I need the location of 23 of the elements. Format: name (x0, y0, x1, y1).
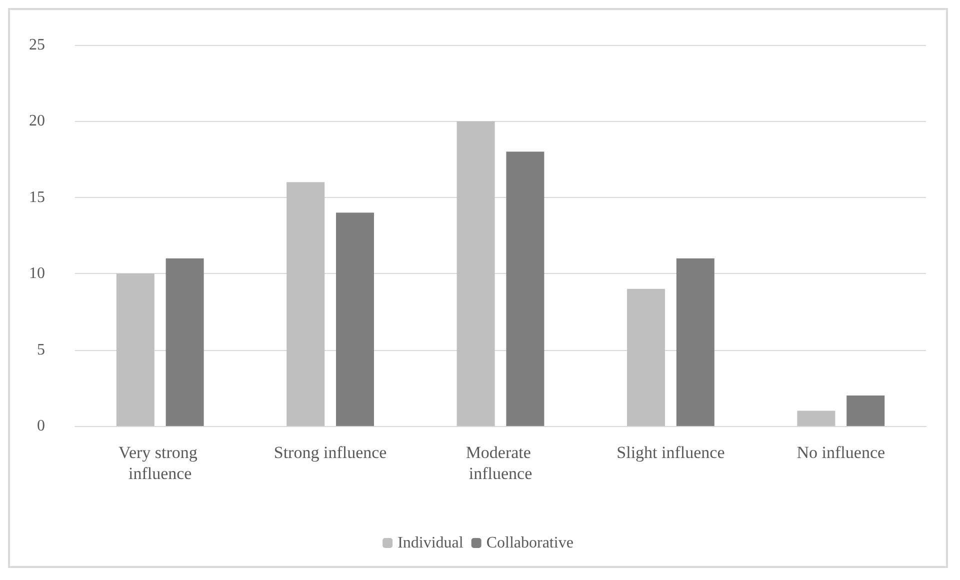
bar (456, 121, 495, 426)
bar (846, 396, 885, 426)
x-tick-label: Strong influence (274, 443, 387, 462)
y-tick-label: 15 (29, 188, 45, 206)
x-tick-label: Moderate influence (466, 443, 536, 483)
bar (627, 288, 665, 426)
legend-label: Collaborative (486, 534, 574, 552)
x-tick-label: Slight influence (616, 443, 725, 462)
y-tick-label: 0 (37, 418, 45, 434)
legend-label: Individual (398, 534, 464, 552)
y-tick-label: 10 (29, 265, 45, 282)
bar (797, 410, 836, 426)
y-tick-label: 20 (29, 112, 45, 130)
bar (676, 258, 714, 426)
bar (116, 274, 154, 426)
x-tick-label: No influence (796, 443, 886, 462)
bar (336, 212, 374, 426)
bar (506, 152, 544, 426)
y-tick-label: 5 (37, 341, 45, 358)
bar (166, 258, 204, 426)
bar (286, 182, 325, 426)
y-tick-label: 25 (29, 36, 45, 54)
x-tick-label: Very strong influence (118, 443, 202, 483)
